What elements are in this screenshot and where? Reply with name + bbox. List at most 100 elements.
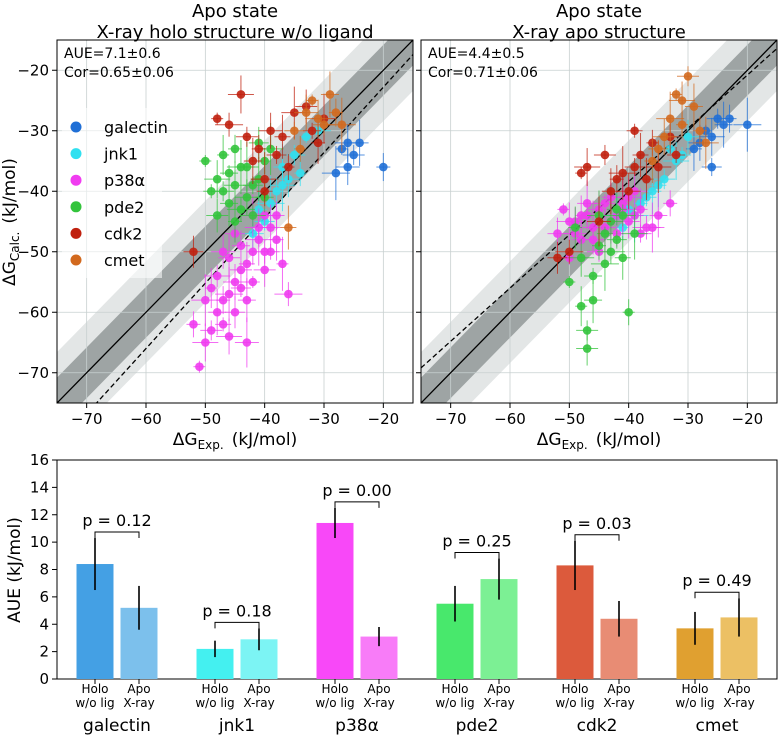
- panel-a-point-pde2: [218, 150, 228, 160]
- panel-b-title-line1: Apo state: [556, 1, 642, 22]
- legend-marker-pde2: [70, 201, 82, 213]
- bar-label-line1: Apo: [607, 682, 630, 696]
- panel-a-point-jnk1: [278, 180, 287, 190]
- panel-a-point-cdk2: [254, 144, 264, 154]
- panel-b-point-p38: [588, 235, 598, 244]
- bar-chart-frame: [56, 459, 778, 680]
- panel-a-point-p38: [236, 241, 246, 250]
- bar-label-line2: X-ray: [483, 696, 514, 710]
- legend-label-p38: p38α: [104, 171, 145, 190]
- bar-label-line1: Apo: [127, 682, 150, 696]
- panel-a-point-p38: [212, 307, 222, 317]
- panel-a-point-cmet: [301, 108, 311, 117]
- panel-a-ytick-label: −30: [17, 122, 49, 140]
- legend-marker-jnk1: [70, 148, 82, 160]
- panel-a-point-cdk2: [248, 156, 258, 166]
- panel-a-point-cmet: [325, 90, 335, 99]
- panel-a-point-cmet: [337, 120, 347, 129]
- panel-a-xlabel-unit: (kJ/mol): [232, 430, 298, 450]
- panel-a-point-cdk2: [242, 132, 252, 142]
- bar-label-line1: Holo: [201, 682, 228, 696]
- panel-b-point-jnk1: [659, 174, 669, 184]
- bar-label-line2: X-ray: [603, 696, 634, 710]
- panel-a-point-jnk1: [290, 150, 299, 160]
- p-value-label-cdk2: p = 0.03: [562, 514, 631, 533]
- panel-a-title-line2: X-ray holo structure w/o ligand: [96, 22, 373, 43]
- panel-a-point-cdk2: [313, 138, 323, 148]
- panel-b-point-p38: [665, 199, 675, 208]
- panel-a-point-pde2: [230, 217, 240, 226]
- panel-b-point-cdk2: [612, 174, 622, 184]
- p-value-label-p38: p = 0.00: [322, 481, 391, 500]
- bar-ytick-label: 8: [39, 561, 49, 579]
- bar-label-line2: w/o lig: [195, 696, 234, 710]
- panel-b-point-galectin: [713, 114, 722, 123]
- bar-label-line2: w/o lig: [435, 696, 474, 710]
- panel-a-point-p38: [284, 289, 293, 299]
- panel-a-point-p38: [254, 223, 264, 232]
- bar-label-line1: Holo: [81, 682, 108, 696]
- panel-a-point-p38: [189, 320, 198, 329]
- bar-ytick-label: 12: [30, 506, 49, 524]
- bar-label-line2: w/o lig: [75, 696, 114, 710]
- panel-b-point-p38: [648, 223, 657, 232]
- panel-a-xlabel-sub: Exp.: [198, 438, 224, 452]
- legend-marker-p38: [70, 174, 82, 186]
- panel-a-point-p38: [218, 320, 228, 329]
- panel-a-point-pde2: [201, 156, 210, 166]
- panel-b-point-galectin: [725, 114, 734, 123]
- legend-background: [62, 108, 162, 278]
- p-value-bracket-jnk1: [214, 621, 260, 629]
- panel-a-xtick-label: −70: [71, 410, 103, 428]
- group-label-cdk2: cdk2: [577, 716, 618, 736]
- panel-a-point-p38: [224, 332, 234, 341]
- panel-a-point-cdk2: [236, 90, 246, 99]
- legend-label-cmet: cmet: [104, 251, 145, 270]
- legend-marker-cmet: [70, 254, 82, 266]
- group-label-p38: p38α: [335, 716, 379, 736]
- p-value-bracket-p38: [334, 501, 380, 508]
- bar-label-line2: w/o lig: [675, 696, 714, 710]
- panel-a-title-line1: Apo state: [192, 1, 278, 22]
- panel-b-xlabel-sub: Exp.: [562, 438, 588, 452]
- p-value-bracket-galectin: [94, 531, 140, 539]
- panel-a-ytick-label: −60: [17, 303, 49, 321]
- panel-b-stats-aue: AUE=4.4±0.5: [428, 46, 525, 62]
- p-value-bracket-cmet: [694, 591, 740, 599]
- p-value-label-jnk1: p = 0.18: [202, 601, 271, 620]
- panel-a-xlabel: ΔGExp. (kJ/mol): [173, 430, 297, 452]
- bar-label-line1: Holo: [561, 682, 588, 696]
- panel-b-point-p38: [636, 205, 645, 214]
- bar-ytick-label: 0: [39, 670, 49, 688]
- panel-b-point-cmet: [683, 72, 693, 81]
- panel-b-point-cdk2: [618, 168, 628, 178]
- panel-a-xtick-label: −40: [249, 410, 281, 428]
- panel-a-point-p38: [230, 277, 240, 287]
- panel-a-xlabel-delta: ΔG: [173, 430, 198, 450]
- panel-b-point-p38: [553, 229, 562, 238]
- panel-a-point-galectin: [349, 150, 358, 160]
- panel-b-point-galectin: [707, 132, 717, 142]
- panel-a-stats-cor: Cor=0.65±0.06: [64, 65, 174, 81]
- panel-a-point-p38: [272, 235, 281, 244]
- panel-b-point-cmet: [701, 138, 711, 148]
- bar-label-line2: X-ray: [363, 696, 394, 710]
- legend-marker-cdk2: [70, 227, 82, 239]
- panel-a-point-cmet: [313, 114, 323, 123]
- group-label-jnk1: jnk1: [218, 716, 255, 736]
- panel-a-point-cdk2: [278, 132, 287, 142]
- panel-b-point-pde2: [570, 223, 580, 232]
- panel-a-point-pde2: [218, 186, 228, 196]
- bar-label-line1: Apo: [487, 682, 510, 696]
- panel-a-point-cmet: [295, 144, 305, 154]
- bar-label-line2: X-ray: [123, 696, 154, 710]
- panel-b-point-pde2: [582, 344, 592, 353]
- legend-label-galectin: galectin: [104, 118, 168, 137]
- bar-ylabel: AUE (kJ/mol): [5, 517, 25, 623]
- panel-a-point-p38: [278, 259, 287, 269]
- panel-a-point-p38: [266, 223, 275, 232]
- panel-a-point-p38: [260, 265, 269, 275]
- bar-label-line1: Apo: [247, 682, 270, 696]
